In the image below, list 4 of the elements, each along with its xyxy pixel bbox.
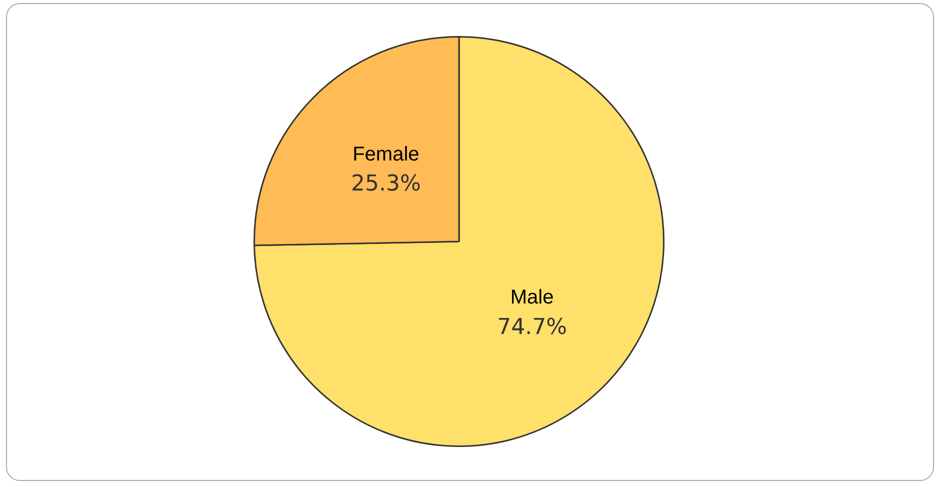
data-label: 25.3% bbox=[350, 172, 421, 197]
data-label: 74.7% bbox=[497, 314, 568, 340]
slice-label: Male bbox=[510, 286, 554, 309]
slice-label: Female bbox=[352, 143, 420, 166]
